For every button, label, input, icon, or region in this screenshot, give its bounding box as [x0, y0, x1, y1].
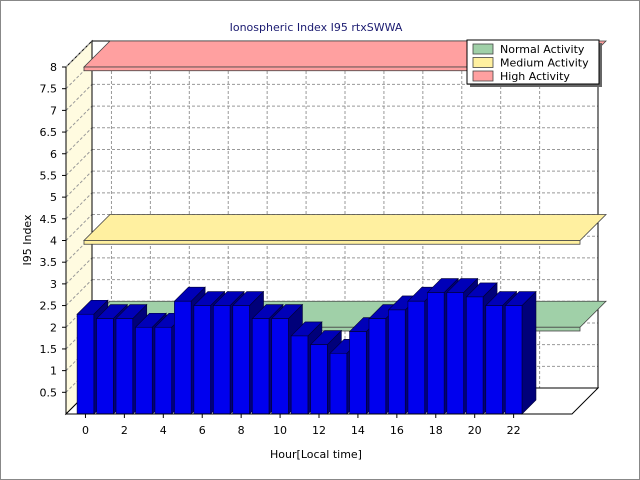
chart-title: Ionospheric Index I95 rtxSWWA — [230, 21, 403, 34]
bar-front — [310, 344, 328, 415]
legend-swatch — [472, 57, 494, 68]
y-tick-label: 0.5 — [40, 386, 58, 399]
x-axis-label: Hour[Local time] — [270, 448, 362, 461]
y-gridline-side — [65, 40, 93, 68]
x-tick-label: 20 — [468, 424, 482, 437]
y-tick-label: 7.5 — [40, 83, 58, 96]
bars — [76, 277, 537, 415]
band-top — [83, 214, 607, 241]
y-gridline-side — [65, 105, 93, 133]
bar-side — [521, 290, 537, 415]
bar-front — [427, 292, 445, 415]
bar-front — [504, 305, 523, 415]
legend-label: Medium Activity — [500, 57, 589, 70]
x-tick-label: 4 — [160, 424, 167, 437]
axes: 0.5 1 1.5 2 2.5 3 3.5 4 4.5 5 5.5 6 6.5 7 7.5 8 0 2 4 6 8 10 1… — [40, 61, 572, 437]
bar-front — [368, 318, 387, 415]
y-tick-label: 3.5 — [40, 256, 58, 269]
bar-front — [251, 318, 270, 415]
bar-front — [174, 300, 192, 415]
bar-front — [232, 305, 250, 415]
y-tick-label: 6 — [50, 148, 57, 161]
y-tick-label: 6.5 — [40, 126, 58, 139]
bar-front — [349, 331, 367, 415]
x-tick-label: 18 — [429, 424, 443, 437]
y-tick-label: 2.5 — [40, 300, 58, 313]
y-tick-label: 8 — [50, 61, 57, 74]
bar-front — [329, 352, 348, 415]
bar-front — [96, 318, 114, 415]
y-gridline-side — [65, 214, 93, 241]
y-tick-label: 3 — [50, 278, 57, 291]
legend-swatch — [472, 70, 494, 82]
x-tick-label: 12 — [312, 424, 326, 437]
bar-front — [76, 313, 95, 415]
y-tick-label: 7 — [50, 104, 57, 117]
y-gridline-side — [65, 192, 93, 220]
y-gridline-side — [65, 257, 93, 285]
legend-label: High Activity — [500, 70, 570, 83]
x-tick-label: 8 — [238, 424, 245, 437]
bar-front — [154, 326, 172, 415]
y-tick-label: 5.5 — [40, 169, 58, 182]
bar-front — [485, 305, 503, 415]
y-gridline-side — [65, 279, 93, 306]
bar-front — [466, 296, 484, 415]
x-tick-label: 10 — [273, 424, 287, 437]
bar-front — [115, 318, 134, 415]
bar-front — [193, 305, 211, 415]
y-tick-label: 4.5 — [40, 213, 58, 226]
y-tick-label: 1.5 — [40, 343, 58, 356]
legend-swatch — [472, 43, 494, 55]
y-tick-label: 4 — [50, 235, 57, 248]
x-tick-label: 14 — [351, 424, 365, 437]
y-tick-label: 5 — [50, 191, 57, 204]
x-tick-label: 22 — [507, 424, 521, 437]
x-tick-label: 16 — [390, 424, 404, 437]
y-tick-label: 1 — [50, 365, 57, 378]
y-gridline-side — [65, 127, 93, 155]
band-front — [83, 240, 581, 245]
legend-label: Normal Activity — [500, 43, 585, 56]
y-gridline-side — [65, 84, 93, 111]
bar-front — [388, 309, 406, 415]
y-axis-label: I95 Index — [21, 214, 34, 266]
y-gridline-side — [65, 170, 93, 198]
x-tick-label: 2 — [121, 424, 128, 437]
bar — [504, 290, 537, 415]
bar-front — [407, 300, 425, 415]
bar-front — [290, 335, 309, 415]
bar-front — [271, 318, 289, 415]
bar-front — [213, 305, 231, 415]
y-tick-label: 2 — [50, 321, 57, 334]
bar-front — [446, 292, 464, 415]
bar-front — [135, 326, 153, 415]
x-tick-label: 6 — [199, 424, 206, 437]
x-tick-label: 0 — [82, 424, 89, 437]
y-gridline-side — [65, 149, 93, 176]
